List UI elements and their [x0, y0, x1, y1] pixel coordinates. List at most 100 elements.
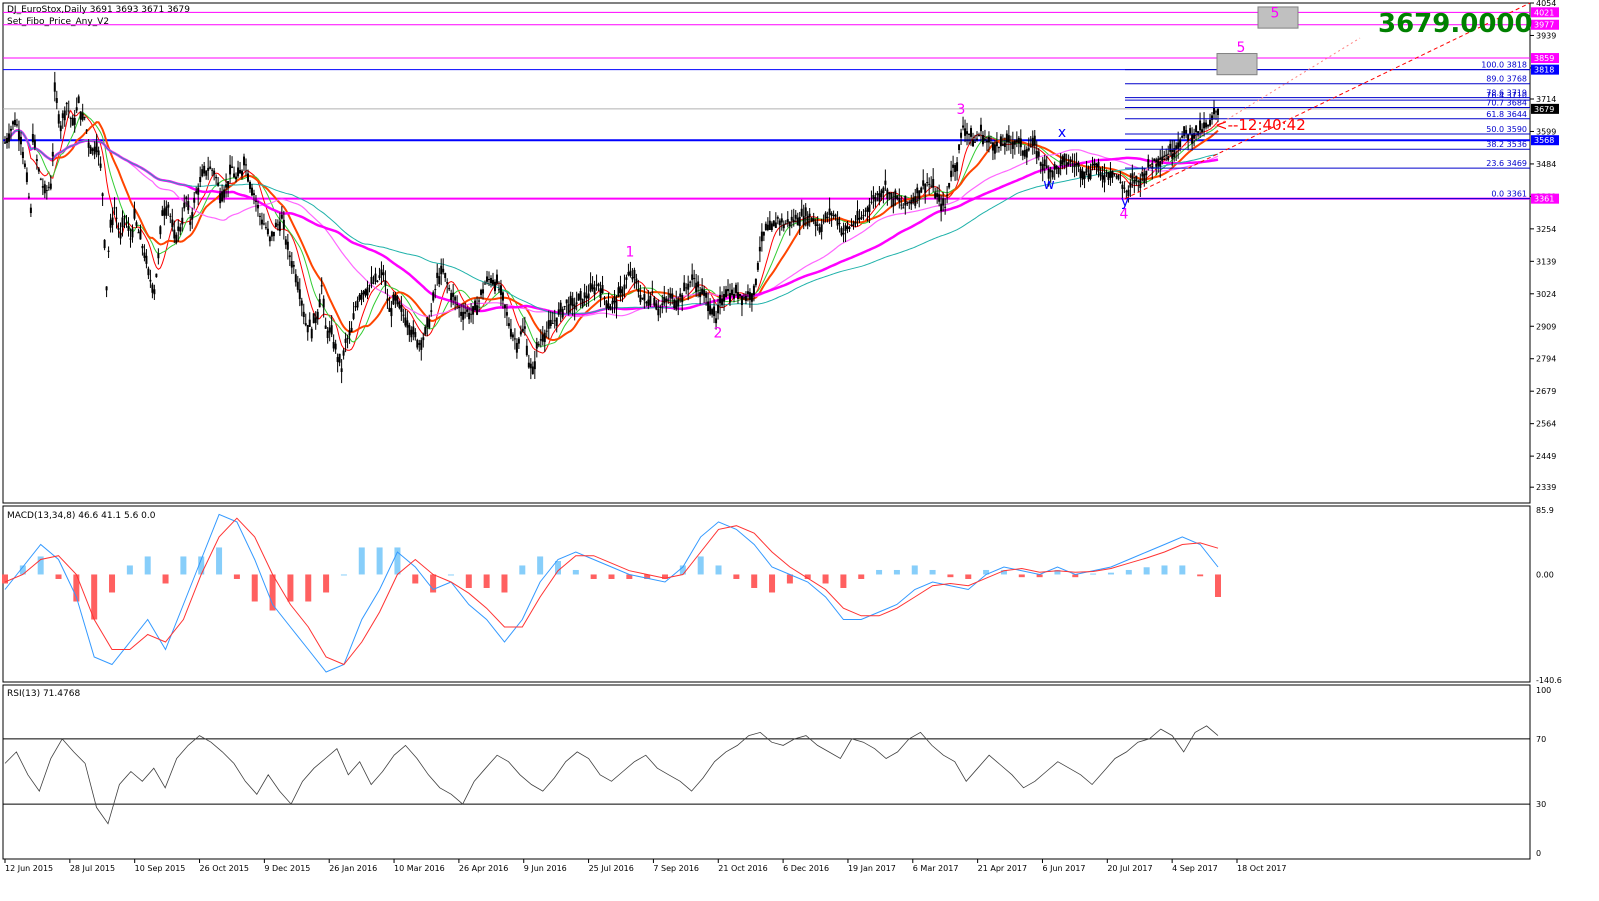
candle-body [266, 228, 269, 235]
macd-signal-line [4, 517, 1219, 666]
fibo-level-label: 0.0 3361 [1491, 190, 1527, 199]
candle-body [991, 142, 994, 151]
candle-body [509, 328, 512, 337]
price-tick-label: 2679 [1536, 387, 1556, 396]
candle-body [886, 189, 889, 199]
candle-body [306, 325, 309, 333]
candle-body [185, 197, 188, 199]
candle-body [211, 169, 214, 171]
big-price-label: 3679.0000 [1378, 9, 1533, 39]
macd-histogram-bar [1018, 574, 1025, 578]
candle-body [645, 301, 648, 304]
candle-body [103, 239, 106, 249]
candle-body [167, 204, 170, 208]
candle-body [679, 293, 682, 297]
candle-body [69, 118, 72, 120]
macd-histogram-bar [929, 569, 936, 575]
candle-body [800, 208, 803, 216]
date-tick-label: 20 Jul 2017 [1107, 864, 1152, 873]
candle-body [454, 296, 457, 301]
candle-body [99, 163, 102, 168]
fibo-level-label: 76.4 3710 [1486, 91, 1527, 100]
candle-body [727, 288, 730, 292]
candle-body [113, 207, 116, 209]
candle-body [912, 197, 915, 202]
candle-body [19, 136, 22, 145]
candle-body [507, 323, 510, 327]
candle-body [57, 114, 60, 124]
candle-body [527, 362, 530, 368]
macd-histogram-bar [1143, 567, 1150, 575]
fibo-level-label: 50.0 3590 [1486, 125, 1527, 134]
candle-body [201, 169, 204, 177]
candle-body [1143, 173, 1146, 184]
macd-histogram-bar [376, 547, 383, 575]
candle-body [1167, 153, 1170, 161]
candle-body [836, 218, 839, 226]
candle-body [944, 206, 947, 208]
candle-body [21, 151, 24, 159]
price-tick-label: 3254 [1536, 225, 1556, 234]
price-tag-label: 4021 [1534, 8, 1554, 17]
candle-body [370, 276, 373, 284]
candle-body [754, 278, 757, 286]
fibo-level-label: 89.0 3768 [1486, 75, 1527, 84]
price-tag-label: 3818 [1534, 66, 1554, 75]
macd-histogram-bar [233, 574, 240, 579]
candle-body [633, 269, 636, 278]
macd-tick-label: 0.00 [1536, 570, 1554, 579]
candle-body [159, 226, 162, 235]
candle-body [358, 294, 361, 301]
candle-body [468, 312, 471, 320]
candle-body [173, 229, 176, 239]
date-tick-label: 10 Sep 2015 [135, 864, 186, 873]
candle-body [416, 340, 419, 348]
candle-body [119, 232, 122, 239]
candle-body [519, 331, 522, 335]
candle-body [324, 325, 327, 329]
date-tick-label: 4 Sep 2017 [1172, 864, 1218, 873]
candle-body [43, 184, 46, 194]
candle-body [850, 224, 853, 226]
candle-body [55, 98, 58, 103]
candle-body [227, 181, 230, 188]
price-tag-label: 3977 [1534, 21, 1554, 30]
candle-body [1117, 175, 1120, 180]
candle-body [125, 222, 128, 224]
macd-panel-frame [2, 505, 1531, 683]
candle-body [462, 311, 465, 320]
candle-body [83, 117, 86, 119]
candle-body [713, 306, 716, 317]
candle-body [41, 186, 44, 188]
candle-body [1165, 154, 1168, 156]
candle-body [499, 285, 502, 295]
candle-body [352, 313, 355, 319]
candle-body [484, 283, 487, 285]
candle-body [199, 176, 202, 182]
macd-histogram-bar [144, 556, 151, 575]
candle-body [820, 224, 823, 232]
candle-body [1035, 150, 1038, 159]
candle-body [221, 191, 224, 202]
candle-body [77, 96, 80, 103]
candle-body [717, 304, 720, 314]
candle-body [593, 287, 596, 295]
candle-body [129, 238, 132, 240]
candle-body [950, 170, 953, 178]
candle-body [914, 196, 917, 206]
candle-body [987, 136, 990, 143]
candle-body [503, 304, 506, 309]
candle-body [746, 291, 749, 294]
candle-body [1193, 133, 1196, 139]
candle-body [968, 133, 971, 135]
candle-body [677, 298, 680, 307]
candle-body [740, 295, 743, 306]
candle-body [380, 269, 383, 276]
candle-body [810, 217, 813, 222]
candle-body [322, 298, 325, 308]
candle-body [47, 186, 50, 188]
candle-body [977, 134, 980, 136]
candle-body [866, 207, 869, 212]
